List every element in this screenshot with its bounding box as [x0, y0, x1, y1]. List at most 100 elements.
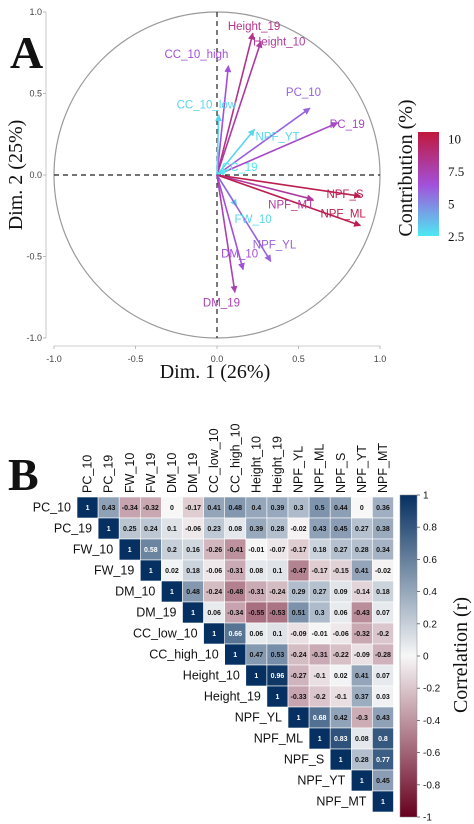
column-label: NPF_ML [313, 444, 327, 493]
corr-value: -0.07 [269, 547, 285, 554]
corr-value: 0.3 [294, 505, 304, 512]
variable-label: PC_19 [330, 119, 365, 131]
correlation-colorbar [399, 494, 418, 818]
corr-value: 0.06 [207, 610, 221, 617]
row-label: PC_19 [54, 522, 92, 536]
column-label: CC_high_10 [228, 423, 242, 493]
corr-value: -0.24 [291, 652, 307, 659]
corr-value: 0.83 [334, 736, 348, 743]
corr-value: 0.24 [144, 526, 158, 533]
corr-value: 0.8 [378, 736, 388, 743]
row-label: CC_low_10 [133, 627, 198, 641]
corr-value: 1 [170, 589, 174, 596]
corr-value: -0.02 [375, 568, 391, 575]
x-tick-label: 0.5 [292, 354, 305, 364]
arrow-npf-mt [216, 174, 314, 202]
correlation-tick-label: -1 [423, 813, 432, 824]
correlation-tick-label: 0.2 [423, 619, 437, 630]
corr-value: 0.02 [334, 673, 348, 680]
correlation-tick-label: -0.8 [423, 780, 441, 791]
row-label: NPF_YL [235, 711, 282, 725]
corr-value: 0.48 [228, 505, 242, 512]
correlation-tick-label: -0.4 [423, 716, 441, 727]
column-label: CC_low_10 [207, 428, 221, 493]
corr-cell [372, 790, 394, 813]
arrow-pc-19 [216, 122, 339, 176]
row-label: NPF_ML [254, 732, 303, 746]
row-label: FW_10 [73, 543, 113, 557]
corr-value: 0.45 [334, 526, 348, 533]
corr-value: -0.34 [122, 505, 138, 512]
corr-value: 0.42 [334, 715, 348, 722]
correlation-tick-label: -0.2 [423, 684, 441, 695]
contribution-ticks: 10 7.5 5 2.5 [448, 132, 464, 245]
column-label: Height_19 [270, 436, 284, 493]
correlation-matrix: PC_10 PC_19 FW_10 FW_19 DM_10 DM_19 CC_low_10 C… [33, 423, 394, 813]
corr-value: 1 [107, 526, 111, 533]
corr-value: 0.3 [315, 610, 325, 617]
variable-label: NPF_YT [255, 131, 299, 143]
corr-value: 0.43 [313, 526, 327, 533]
corr-value: -0.31 [312, 652, 328, 659]
corr-value: 0.16 [186, 547, 200, 554]
corr-value: 0 [170, 505, 174, 512]
corr-value: 0.53 [271, 652, 285, 659]
corr-value: -0.27 [291, 673, 307, 680]
corr-value: 0.39 [250, 526, 264, 533]
correlation-tick-label: 0 [423, 652, 429, 663]
corr-value: 0.1 [273, 631, 283, 638]
corr-value: 0.03 [376, 694, 390, 701]
corr-value: 0.28 [271, 526, 285, 533]
column-label: PC_19 [102, 455, 116, 493]
variable-label: NPF_MT [268, 199, 314, 211]
corr-value: 0.08 [228, 526, 242, 533]
variable-label: NPF_YL [253, 239, 297, 251]
pca-labels: Height_19 Height_10 CC_10_high CC_10_low PC_… [164, 21, 366, 309]
corr-value: 0.44 [334, 505, 348, 512]
corr-value: 0.06 [334, 610, 348, 617]
corr-value: 1 [254, 673, 258, 680]
corr-value: 0.27 [313, 589, 327, 596]
corr-value: 0.43 [102, 505, 116, 512]
corr-value: -0.22 [333, 652, 349, 659]
corr-value: 1 [318, 736, 322, 743]
corr-value: -0.32 [143, 505, 159, 512]
pca-panel: A -1.0 -0.5 0.0 0.5 1.0 1.0 0.5 0.0 -0.5 -1.0 Hei… [5, 7, 464, 383]
corr-value: -0.3 [356, 715, 368, 722]
corr-value: 0.48 [186, 589, 200, 596]
corr-value: 0.09 [334, 589, 348, 596]
correlation-tick-label: -0.6 [423, 748, 441, 759]
arrow-height-19 [216, 32, 255, 176]
arrow-height-10 [216, 40, 263, 176]
corr-value: 0.41 [355, 673, 369, 680]
arrow-npf-yt [216, 128, 256, 176]
corr-value: 1 [360, 778, 364, 785]
y-tick-label: 0.0 [29, 170, 42, 180]
corr-value: 0.25 [123, 526, 137, 533]
corr-value: -0.41 [227, 547, 243, 554]
arrow-npf-yl [216, 174, 272, 262]
corr-value: 0.45 [376, 778, 390, 785]
x-tick-label: -0.5 [128, 354, 144, 364]
corr-value: 0.1 [273, 568, 283, 575]
corr-value: -0.32 [354, 631, 370, 638]
corr-value: -0.28 [375, 652, 391, 659]
corr-value: 0.5 [315, 505, 325, 512]
corr-value: -0.06 [185, 526, 201, 533]
corr-value: 0.38 [376, 526, 390, 533]
corr-value: -0.01 [312, 631, 328, 638]
correlation-panel: B PC_10 PC_19 FW_10 FW_19 DM_10 DM_19 CC_low_1… [8, 423, 472, 823]
variable-label: Height_19 [228, 21, 280, 33]
contribution-legend: 10 7.5 5 2.5 Contribution (%) [395, 99, 464, 244]
corr-value: 0.02 [165, 568, 179, 575]
column-label: NPF_YT [355, 445, 369, 493]
column-label: DM_10 [165, 453, 179, 493]
pca-axes: -1.0 -0.5 0.0 0.5 1.0 1.0 0.5 0.0 -0.5 -1.0 [26, 7, 386, 364]
corr-value: 0.39 [271, 505, 285, 512]
corr-value: 0.34 [376, 547, 390, 554]
corr-value: 0.07 [376, 673, 390, 680]
corr-value: 1 [233, 652, 237, 659]
arrow-dm-19 [216, 174, 238, 294]
corr-value: -0.17 [291, 547, 307, 554]
corr-value: -0.2 [377, 631, 389, 638]
